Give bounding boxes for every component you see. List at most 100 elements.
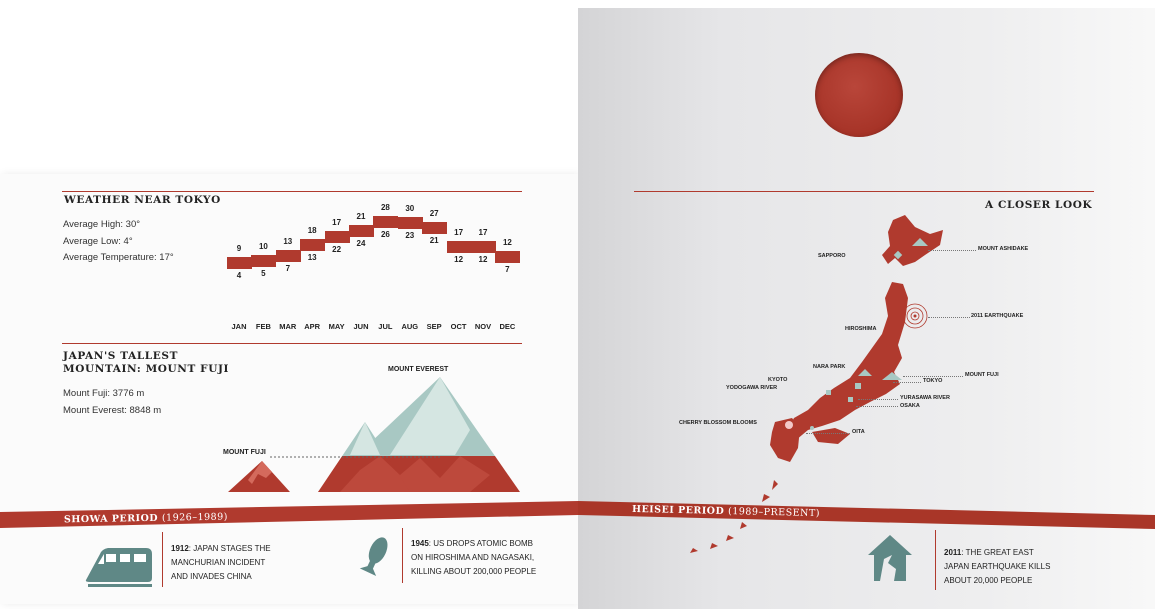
leader-mount-fuji: [903, 376, 963, 377]
event3-line2: JAPAN EARTHQUAKE KILLS: [944, 562, 1051, 571]
weather-bar: [227, 257, 252, 269]
event2-line2: ON HIROSHIMA AND NAGASAKI,: [411, 553, 535, 562]
weather-low-label: 12: [454, 255, 464, 264]
weather-low-label: 24: [356, 239, 366, 248]
event1-rule: [162, 532, 163, 587]
event-1945: 1945: US DROPS ATOMIC BOMB ON HIROSHIMA …: [411, 537, 536, 579]
bomb-icon: [359, 537, 388, 577]
weather-high-label: 17: [478, 228, 488, 237]
label-mount-ashidake: MOUNT ASHIDAKE: [978, 246, 1029, 252]
label-yurasawa-river: YURASAWA RIVER: [900, 395, 950, 401]
weather-low-label: 13: [307, 253, 317, 262]
weather-low-label: 7: [505, 265, 510, 274]
weather-rule: [62, 191, 522, 192]
showa-years: (1926–1989): [161, 511, 229, 524]
weather-month-label: JUL: [378, 322, 393, 331]
leader-tokyo: [893, 382, 921, 383]
weather-high-label: 12: [502, 238, 512, 247]
weather-bar: [300, 239, 326, 251]
event-2011: 2011: THE GREAT EAST JAPAN EARTHQUAKE KI…: [944, 546, 1050, 588]
weather-month-label: AUG: [401, 322, 419, 331]
label-hiroshima: HIROSHIMA: [845, 326, 877, 332]
event3-line3: ABOUT 20,000 PEOPLE: [944, 576, 1033, 585]
weather-low-label: 4: [236, 271, 242, 280]
weather-high-label: 18: [307, 226, 317, 235]
weather-bar: [251, 255, 277, 267]
weather-low-label: 21: [429, 236, 439, 245]
weather-month-label: FEB: [255, 322, 271, 331]
weather-high-label: 28: [380, 203, 390, 212]
leader-yurasawa: [858, 399, 898, 400]
avg-temp: Average Temperature: 17°: [63, 252, 174, 263]
weather-month-label: SEP: [426, 322, 442, 331]
weather-month-label: JAN: [231, 322, 247, 331]
weather-bar: [495, 251, 521, 263]
avg-low: Average Low: 4°: [63, 236, 133, 247]
rising-sun-icon: [815, 53, 903, 137]
event2-rule: [402, 528, 403, 583]
weather-month-label: NOV: [474, 322, 492, 331]
leader-oita: [806, 433, 850, 434]
label-nara-park: NARA PARK: [813, 364, 846, 370]
event1-year: 1912: [171, 544, 189, 553]
weather-low-label: 12: [478, 255, 488, 264]
label-2011-earthquake: 2011 EARTHQUAKE: [971, 313, 1024, 319]
event2-year: 1945: [411, 539, 429, 548]
event-1912: 1912: JAPAN STAGES THE MANCHURIAN INCIDE…: [171, 542, 271, 584]
heisei-years: (1989–PRESENT): [727, 506, 821, 520]
event1-line3: AND INVADES CHINA: [171, 572, 252, 581]
map-rule: [634, 191, 1094, 192]
fuji-height: Mount Fuji: 3776 m: [63, 388, 145, 399]
weather-month-label: DEC: [499, 322, 516, 331]
weather-high-label: 17: [454, 228, 464, 237]
weather-low-label: 7: [285, 264, 291, 273]
event3-line1: : THE GREAT EAST: [961, 548, 1034, 557]
showa-label: SHOWA PERIOD: [63, 512, 159, 526]
weather-low-label: 5: [261, 269, 266, 278]
mountain-title-line2: mountain: Mount Fuji: [63, 363, 230, 375]
event2-line3: KILLING ABOUT 200,000 PEOPLE: [411, 567, 537, 576]
label-osaka: OSAKA: [900, 403, 920, 409]
heisei-label: HEISEI PERIOD: [631, 503, 725, 517]
weather-bar: [373, 216, 399, 228]
weather-month-label: MAR: [279, 322, 297, 331]
label-oita: OITA: [852, 429, 865, 435]
label-everest: MOUNT EVEREST: [388, 366, 449, 373]
event2-line1: : US DROPS ATOMIC BOMB: [428, 539, 533, 548]
mountain-rule: [62, 343, 522, 344]
label-yodogawa-river: YODOGAWA RIVER: [726, 385, 778, 391]
label-kyoto: KYOTO: [768, 377, 788, 383]
weather-month-label: MAY: [328, 322, 345, 331]
weather-month-label: OCT: [450, 322, 467, 331]
weather-high-label: 30: [405, 204, 415, 213]
leader-osaka: [856, 406, 898, 407]
weather-title: Weather near Tokyo: [64, 194, 221, 206]
weather-bar: [349, 225, 374, 237]
weather-bar: [446, 241, 472, 253]
event1-line2: MANCHURIAN INCIDENT: [171, 558, 266, 567]
leader-earthquake: [928, 317, 970, 318]
weather-month-label: JUN: [353, 322, 369, 331]
weather-bar: [324, 231, 350, 243]
weather-bar: [275, 250, 301, 262]
label-sapporo: SAPPORO: [818, 253, 846, 259]
broken-house-icon: [868, 535, 912, 581]
label-fuji: MOUNT FUJI: [223, 449, 266, 456]
everest-height: Mount Everest: 8848 m: [63, 405, 162, 416]
avg-high: Average High: 30°: [63, 219, 141, 230]
weather-low-label: 26: [380, 230, 390, 239]
label-mount-fuji-map: MOUNT FUJI: [965, 372, 999, 378]
train-icon: [85, 548, 152, 587]
weather-high-label: 27: [429, 209, 439, 218]
event3-rule: [935, 530, 936, 590]
weather-low-label: 22: [332, 245, 342, 254]
weather-bar: [422, 222, 448, 234]
weather-high-label: 21: [356, 212, 366, 221]
map-title: A closer look: [985, 199, 1093, 211]
weather-month-label: APR: [304, 322, 321, 331]
label-tokyo: TOKYO: [923, 378, 943, 384]
weather-high-label: 10: [258, 242, 268, 251]
weather-high-label: 9: [236, 244, 242, 253]
weather-high-label: 17: [332, 218, 342, 227]
weather-bar: [471, 241, 496, 253]
